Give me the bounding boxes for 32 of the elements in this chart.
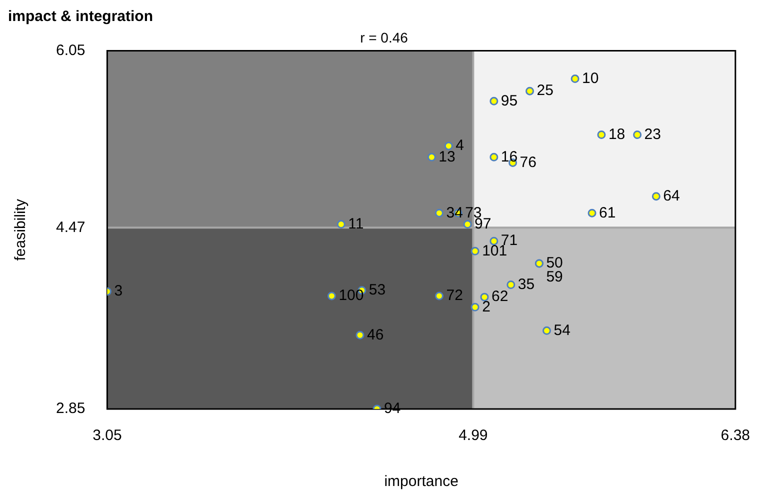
- x-tick-label: 3.05: [92, 427, 122, 444]
- annotation: 4: [456, 137, 464, 154]
- chart-subtitle: r = 0.46: [360, 29, 408, 46]
- annotation: 61: [599, 204, 616, 222]
- chart-title: impact & integration: [8, 8, 154, 26]
- y-axis-title: feasibility: [12, 198, 30, 261]
- y-tick-label: 6.05: [56, 42, 86, 59]
- x-axis-title: importance: [384, 473, 458, 490]
- annotation: 10: [582, 70, 599, 87]
- annotation: 62: [491, 288, 508, 306]
- annotation: 11: [348, 215, 364, 232]
- annotation: 100: [338, 287, 364, 304]
- annotation: 46: [366, 326, 384, 344]
- annotation: 23: [644, 126, 661, 143]
- annotation: 54: [554, 322, 570, 339]
- annotation: 53: [368, 281, 386, 298]
- annotation: 72: [446, 287, 463, 304]
- annotation: 95: [500, 92, 518, 110]
- annotation: 25: [536, 82, 554, 100]
- annotation: 18: [608, 126, 626, 143]
- annotation: 34: [446, 204, 463, 222]
- annotation: 2: [482, 298, 490, 316]
- annotation: 13: [438, 148, 456, 166]
- annotation: 16: [500, 148, 518, 166]
- y-tick-label: 4.47: [56, 218, 86, 236]
- annotation: 3: [114, 282, 123, 300]
- y-tick-label: 2.85: [56, 400, 86, 418]
- x-tick-label: 4.99: [458, 427, 488, 444]
- annotation: 35: [518, 276, 535, 293]
- annotation: 76: [520, 154, 536, 171]
- x-tick-label: 6.38: [720, 427, 750, 444]
- annotation: 64: [663, 187, 680, 204]
